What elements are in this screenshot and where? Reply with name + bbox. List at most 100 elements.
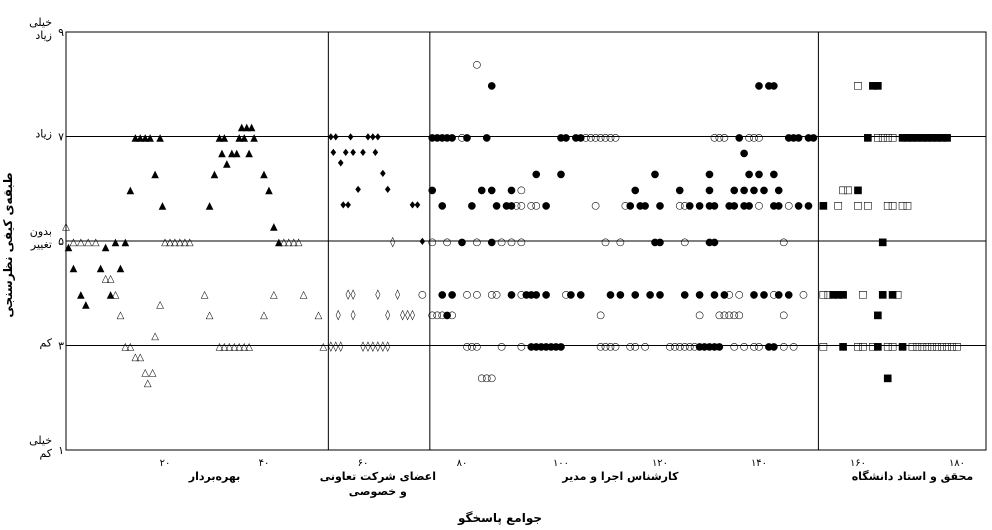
group-label: اعضای شرکت تعاونی (320, 470, 436, 483)
data-point: ● (700, 342, 709, 353)
data-point: ◊ (385, 309, 390, 321)
data-point: □ (913, 342, 922, 353)
data-point: ○ (463, 342, 472, 353)
data-point: ◊ (351, 309, 356, 321)
data-point: ■ (913, 133, 922, 144)
data-point: △ (102, 274, 110, 285)
data-point: ● (576, 133, 585, 144)
data-point: ■ (918, 133, 927, 144)
data-point: ● (789, 133, 798, 144)
data-point: ● (487, 237, 496, 248)
data-point: ● (804, 133, 813, 144)
data-point: ● (755, 80, 764, 91)
data-point: ○ (631, 342, 640, 353)
data-point: △ (186, 237, 194, 248)
data-point: △ (62, 221, 70, 232)
data-point: △ (221, 342, 229, 353)
data-point: ● (522, 289, 531, 300)
data-point: ○ (448, 310, 457, 321)
data-point: ● (809, 133, 818, 144)
data-point: ▲ (216, 133, 224, 144)
data-point: ● (769, 169, 778, 180)
data-point: △ (270, 289, 278, 300)
data-point: ▲ (206, 200, 214, 211)
data-point: ■ (868, 80, 877, 91)
data-point: ● (765, 342, 774, 353)
data-point: ● (755, 169, 764, 180)
y-tick-number: ۵ (58, 235, 64, 248)
data-point: ● (606, 289, 615, 300)
data-point: ○ (477, 373, 486, 384)
data-point: ▲ (235, 133, 243, 144)
y-tick-label: کم (39, 337, 52, 350)
data-point: ● (705, 169, 714, 180)
data-point: ♦ (373, 133, 382, 144)
data-point: ◊ (338, 341, 343, 353)
data-point: ● (507, 200, 516, 211)
data-point: ▲ (260, 169, 268, 180)
y-tick-label: بدون (30, 225, 52, 238)
data-point: ● (760, 185, 769, 196)
y-tick-number: ۱ (58, 444, 64, 457)
data-point: ■ (873, 310, 882, 321)
data-point: ■ (863, 133, 872, 144)
data-point: ■ (878, 289, 887, 300)
data-point: ■ (888, 289, 897, 300)
data-point: ● (784, 289, 793, 300)
data-point: ○ (789, 342, 798, 353)
data-point: ■ (829, 289, 838, 300)
data-point: ● (769, 200, 778, 211)
data-point: ▲ (151, 169, 159, 180)
data-point: △ (201, 289, 209, 300)
data-point: ▲ (82, 300, 90, 311)
data-point: △ (144, 378, 152, 389)
data-point: ● (769, 80, 778, 91)
data-point: ◊ (375, 288, 380, 300)
data-point: ○ (769, 289, 778, 300)
data-point: ○ (725, 310, 734, 321)
data-point: △ (240, 342, 248, 353)
data-point: △ (290, 237, 298, 248)
data-point: ○ (428, 310, 437, 321)
data-point: ◊ (395, 288, 400, 300)
data-point: ● (557, 342, 566, 353)
data-point: □ (932, 342, 941, 353)
data-point: ○ (710, 133, 719, 144)
data-point: ○ (497, 342, 506, 353)
y-tick-number: ۹ (58, 26, 64, 39)
data-point: ○ (596, 310, 605, 321)
x-tick-label: ۲۰ (160, 458, 171, 469)
data-point: △ (107, 274, 115, 285)
x-tick-label: ۱۴۰ (751, 458, 767, 469)
data-point: ■ (838, 342, 847, 353)
data-point: ○ (720, 133, 729, 144)
data-point: ● (774, 289, 783, 300)
data-point: ▲ (265, 185, 273, 196)
data-point: ● (626, 200, 635, 211)
data-point: ▲ (223, 159, 231, 170)
data-point: △ (176, 237, 184, 248)
data-point: ○ (784, 200, 793, 211)
data-point: ● (463, 133, 472, 144)
data-point: ▲ (77, 289, 85, 300)
data-point: △ (151, 331, 159, 342)
data-point: ○ (512, 200, 521, 211)
data-point: ♦ (413, 200, 422, 211)
data-point: ♦ (329, 148, 338, 159)
data-point: ○ (482, 373, 491, 384)
data-point: ● (804, 200, 813, 211)
data-point: ♦ (368, 133, 377, 144)
data-point: ○ (720, 310, 729, 321)
data-point: ○ (750, 342, 759, 353)
data-point: □ (937, 342, 946, 353)
data-point: ● (794, 200, 803, 211)
data-point: ▲ (218, 148, 226, 159)
data-point: □ (947, 342, 956, 353)
data-point: ● (567, 289, 576, 300)
data-point: ○ (735, 310, 744, 321)
data-point: △ (156, 300, 164, 311)
data-point: ● (740, 148, 749, 159)
data-point: ▲ (117, 263, 125, 274)
data-points: ▲▲▲▲▲▲ ▲ ▲▲▲▲▲▲▲▲ ▲▲▲ ▲▲▲▲▲▲▲▲▲▲▲▲▲▲▲▲▲▲▲△△ △… (62, 59, 962, 389)
data-point: ● (562, 133, 571, 144)
